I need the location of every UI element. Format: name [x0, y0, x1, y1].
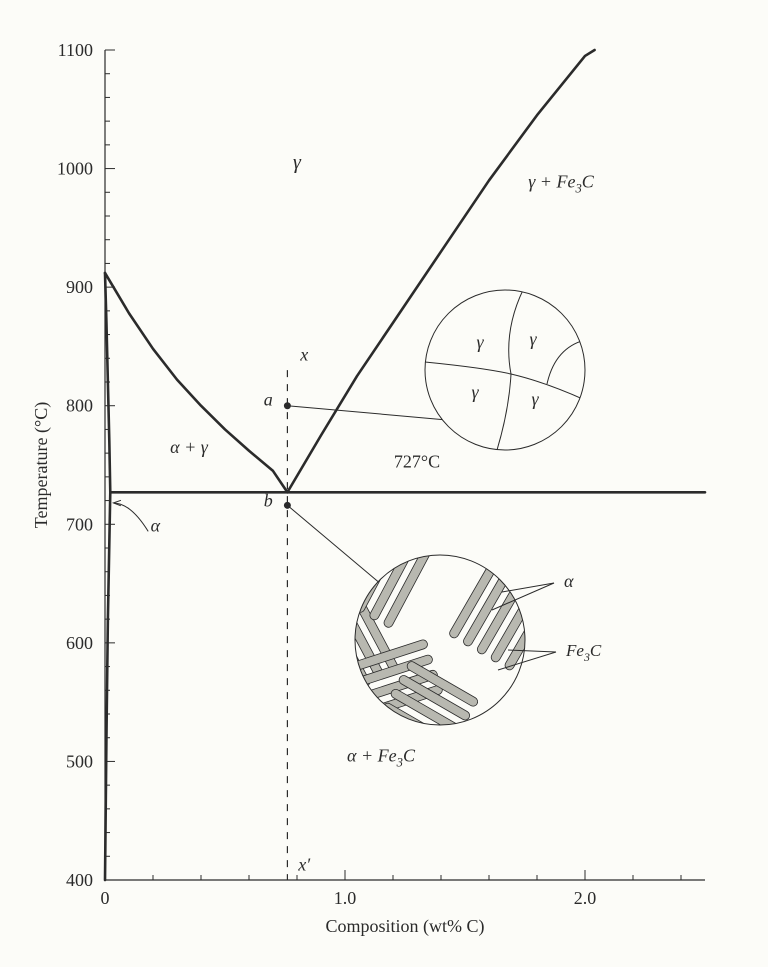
y-tick-label: 700 [66, 514, 93, 534]
lamella [291, 615, 344, 703]
x-axis-label: Composition (wt% C) [325, 916, 484, 937]
pearlite-leader [287, 505, 378, 582]
label-x_top: x [299, 345, 308, 365]
gamma-label: γ [529, 329, 537, 349]
a3-boundary [105, 273, 287, 492]
y-tick-label: 500 [66, 751, 93, 771]
lamella-outline [291, 615, 344, 703]
gamma-label: γ [471, 382, 479, 402]
label-x_bot: x′ [297, 855, 311, 875]
y-axis-label: Temperature (°C) [31, 402, 52, 528]
alpha-solvus [105, 492, 110, 880]
austenite-inset: γ γ γ γ [425, 290, 585, 450]
callout-Fe3C: Fe3C [565, 641, 602, 664]
label-alpha_gamma: α + γ [170, 437, 209, 457]
austenite-leader [287, 406, 442, 420]
x-tick-label: 1.0 [334, 888, 357, 908]
lamella [326, 511, 379, 599]
pearlite-inset: α [291, 511, 574, 750]
lamella-outline [305, 608, 358, 696]
lamella-outline [326, 511, 379, 599]
label-label_b: b [264, 491, 273, 511]
gamma-label: γ [531, 389, 539, 409]
label-alpha_fe3c: α + Fe3C [347, 745, 416, 769]
y-tick-label: 1100 [58, 40, 93, 60]
label-label_a: a [264, 390, 273, 410]
callout-spike [502, 583, 554, 592]
y-tick-label: 600 [66, 633, 93, 653]
label-alpha_region: α [151, 515, 161, 535]
callout-α: α [564, 571, 574, 591]
x-tick-label: 2.0 [574, 888, 597, 908]
y-tick-label: 800 [66, 396, 93, 416]
label-eutectoid_T: 727°C [394, 451, 440, 471]
y-tick-label: 400 [66, 870, 93, 890]
alpha-pointer [113, 503, 148, 531]
alpha-gamma-boundary [105, 273, 110, 492]
label-gamma_region: γ [293, 152, 302, 174]
y-tick-label: 1000 [57, 159, 93, 179]
gamma-label: γ [476, 332, 484, 352]
y-tick-label: 900 [66, 277, 93, 297]
x-tick-label: 0 [101, 888, 110, 908]
label-gamma_fe3c: γ + Fe3C [528, 172, 595, 196]
lamella [305, 608, 358, 696]
